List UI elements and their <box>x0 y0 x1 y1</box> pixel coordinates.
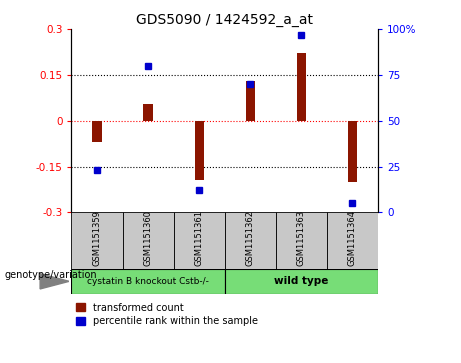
Bar <box>143 104 153 121</box>
Legend: transformed count, percentile rank within the sample: transformed count, percentile rank withi… <box>77 302 258 326</box>
Text: GSM1151360: GSM1151360 <box>143 210 153 266</box>
Bar <box>71 212 123 269</box>
Bar <box>123 212 174 269</box>
Polygon shape <box>40 274 69 289</box>
Text: GSM1151364: GSM1151364 <box>348 210 357 266</box>
Bar <box>327 212 378 269</box>
Bar <box>195 121 204 180</box>
Text: genotype/variation: genotype/variation <box>5 270 97 280</box>
Bar <box>92 121 101 142</box>
Title: GDS5090 / 1424592_a_at: GDS5090 / 1424592_a_at <box>136 13 313 26</box>
Bar <box>174 212 225 269</box>
Bar <box>225 269 378 294</box>
Bar <box>348 121 357 182</box>
Bar <box>71 269 225 294</box>
Text: GSM1151362: GSM1151362 <box>246 210 255 266</box>
Text: GSM1151359: GSM1151359 <box>93 210 101 266</box>
Bar <box>276 212 327 269</box>
Bar <box>225 212 276 269</box>
Bar <box>297 53 306 121</box>
Text: cystatin B knockout Cstb-/-: cystatin B knockout Cstb-/- <box>87 277 209 286</box>
Bar <box>246 81 255 121</box>
Text: GSM1151361: GSM1151361 <box>195 210 204 266</box>
Text: wild type: wild type <box>274 276 329 286</box>
Text: GSM1151363: GSM1151363 <box>297 209 306 266</box>
